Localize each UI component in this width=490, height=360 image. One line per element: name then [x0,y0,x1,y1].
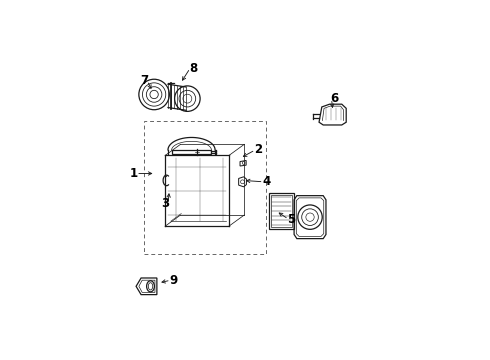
Text: 4: 4 [262,175,270,188]
Text: 6: 6 [330,92,339,105]
Bar [145,121,267,254]
Text: 5: 5 [287,213,295,226]
Text: 9: 9 [170,274,178,287]
Bar [269,193,294,229]
Text: 7: 7 [140,74,148,87]
Bar [271,195,292,227]
Text: 3: 3 [161,198,169,211]
Text: 1: 1 [129,167,137,180]
Text: 8: 8 [189,62,197,75]
Text: 2: 2 [254,143,262,157]
